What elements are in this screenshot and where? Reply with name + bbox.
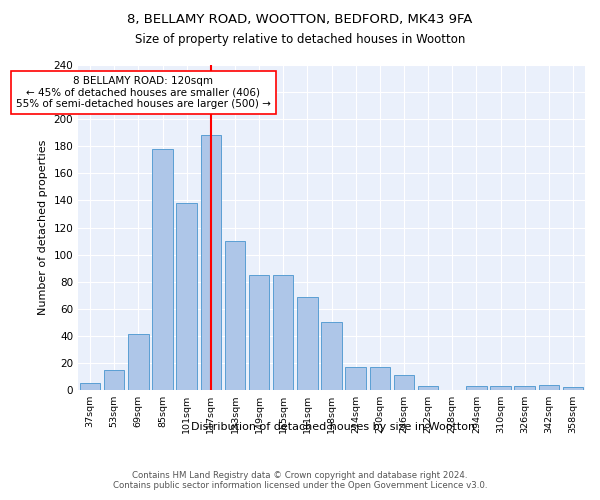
- Y-axis label: Number of detached properties: Number of detached properties: [38, 140, 48, 315]
- Bar: [128, 334, 149, 390]
- Bar: [514, 386, 535, 390]
- Bar: [80, 383, 100, 390]
- Bar: [321, 322, 342, 390]
- Bar: [394, 375, 414, 390]
- Bar: [273, 275, 293, 390]
- Bar: [152, 149, 173, 390]
- Text: 8 BELLAMY ROAD: 120sqm
← 45% of detached houses are smaller (406)
55% of semi-de: 8 BELLAMY ROAD: 120sqm ← 45% of detached…: [16, 76, 271, 109]
- Bar: [200, 136, 221, 390]
- Text: 8, BELLAMY ROAD, WOOTTON, BEDFORD, MK43 9FA: 8, BELLAMY ROAD, WOOTTON, BEDFORD, MK43 …: [127, 12, 473, 26]
- Text: Distribution of detached houses by size in Wootton: Distribution of detached houses by size …: [191, 422, 475, 432]
- Bar: [490, 386, 511, 390]
- Bar: [297, 296, 317, 390]
- Text: Contains HM Land Registry data © Crown copyright and database right 2024.
Contai: Contains HM Land Registry data © Crown c…: [113, 470, 487, 490]
- Bar: [249, 275, 269, 390]
- Text: Size of property relative to detached houses in Wootton: Size of property relative to detached ho…: [135, 32, 465, 46]
- Bar: [346, 367, 366, 390]
- Bar: [370, 367, 390, 390]
- Bar: [104, 370, 124, 390]
- Bar: [563, 388, 583, 390]
- Bar: [176, 203, 197, 390]
- Bar: [418, 386, 439, 390]
- Bar: [224, 241, 245, 390]
- Bar: [466, 386, 487, 390]
- Bar: [539, 384, 559, 390]
